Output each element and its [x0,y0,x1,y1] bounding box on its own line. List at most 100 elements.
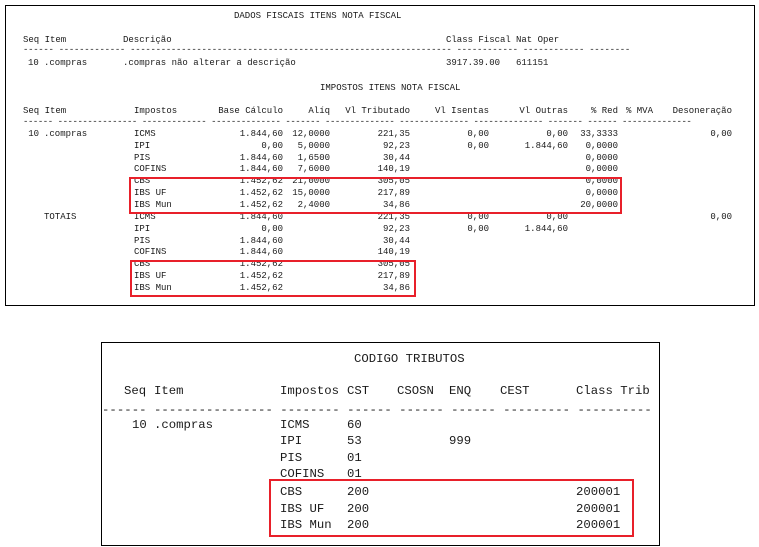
pct-red: 33,3333 [580,129,618,139]
pct-red: 0,0000 [585,152,618,163]
pct-red: 0,0000 [585,140,618,151]
tax-name: PIS [134,152,151,163]
codigo-title: CODIGO TRIBUTOS [354,352,465,366]
header-vl-isentas: Vl Isentas [434,106,489,116]
vl-tributado: 34,86 [382,199,410,210]
header-vl-outras: Vl Outras [519,106,568,116]
header-enq: ENQ [449,384,472,398]
vl-outras: 1.844,60 [524,140,568,151]
total-desoneracao: 0,00 [710,212,732,222]
total-base-calculo: 1.844,60 [239,235,283,246]
total-vl-isentas: 0,00 [467,223,489,234]
aliquota: 21,0000 [292,176,330,186]
total-tax-name: ICMS [134,212,156,222]
cst-code: 200 [347,517,370,532]
header-red: % Red [590,106,618,116]
base-calculo: 1.844,60 [239,129,283,139]
total-tax-name: IPI [134,223,151,234]
vl-tributado: 305,05 [377,176,410,186]
item-name: .compras [44,58,88,68]
header-item: Item [154,384,184,398]
codigo-seq: 10 [132,418,147,432]
header-seq-item: Seq Item [23,106,67,116]
aliquota: 2,4000 [297,199,330,210]
vl-tributado: 221,35 [377,129,410,139]
highlight-box-ibs-cbs-items [129,177,622,214]
vl-tributado: 140,19 [377,164,410,175]
total-vl-tributado: 140,19 [377,247,410,258]
aliquota: 12,0000 [292,129,330,139]
header-cst: CST [347,384,370,398]
header-nat-oper: Nat Oper [516,35,560,45]
header-vl-trib: Vl Tributado [345,106,410,116]
base-calculo: 1.452,62 [239,199,283,210]
header-seq-item: Seq Item [23,35,67,45]
header-class-trib: Class Trib [576,384,650,398]
header-seq: Seq [124,384,147,398]
header-descricao: Descrição [123,35,172,45]
codigo-item: .compras [154,418,214,432]
total-tax-name: CBS [134,259,151,269]
base-calculo: 1.452,62 [239,187,283,198]
aliquota: 7,6000 [297,164,330,175]
tax-name: IPI [280,434,303,449]
item-descricao: .compras não alterar a descrição [123,58,296,68]
total-vl-tributado: 217,89 [377,270,410,281]
base-calculo: 1.844,60 [239,152,283,163]
header-base: Base Cálculo [218,106,283,116]
tax-name: COFINS [280,466,325,481]
tax-name: IPI [134,140,151,151]
header-aliq: Alíq [308,106,330,116]
total-vl-isentas: 0,00 [467,212,489,222]
impostos-item: .compras [44,129,88,139]
class-trib-code: 200001 [576,517,621,532]
total-vl-tributado: 305,05 [377,259,410,269]
totais-label: TOTAIS [44,212,77,222]
header-deson: Desoneração [672,106,732,116]
item-class-fiscal: 3917.39.00 [446,58,501,68]
pct-red: 0,0000 [585,176,618,186]
enq-code: 999 [449,434,472,449]
total-vl-tributado: 92,23 [382,223,410,234]
tax-name: CBS [280,485,303,500]
tax-name: PIS [280,450,303,465]
cst-code: 01 [347,466,362,481]
desoneracao: 0,00 [710,129,732,139]
vl-tributado: 217,89 [377,187,410,198]
impostos-seq: 10 [28,129,39,139]
total-vl-tributado: 221,35 [377,212,410,222]
tax-name: IBS Mun [134,199,172,210]
header-impostos: Impostos [280,384,340,398]
tax-name: IBS Mun [280,517,332,532]
header-divider: ------ ------------- -------------------… [23,45,631,55]
tax-name: COFINS [134,164,167,175]
total-base-calculo: 1.452,62 [239,282,283,293]
codigo-tributos-panel: CODIGO TRIBUTOS Seq Item Impostos CST CSOSN E… [101,342,660,546]
aliquota: 15,0000 [292,187,330,198]
header-cest: CEST [500,384,530,398]
header-csosn: CSOSN [397,384,434,398]
total-base-calculo: 1.452,62 [239,270,283,281]
pct-red: 0,0000 [585,187,618,198]
cst-code: 200 [347,485,370,500]
header-class-fiscal: Class Fiscal [446,35,511,45]
cst-code: 53 [347,434,362,449]
cst-code: 60 [347,418,362,432]
tax-name: IBS UF [280,501,325,516]
fiscal-title: DADOS FISCAIS ITENS NOTA FISCAL [234,11,402,21]
base-calculo: 1.452,62 [239,176,283,186]
tax-name: IBS UF [134,187,167,198]
class-trib-code: 200001 [576,501,621,516]
class-trib-code: 200001 [576,485,621,500]
fiscal-report-panel: DADOS FISCAIS ITENS NOTA FISCAL Seq Item… [5,5,755,306]
highlight-box-codigo-ibs-cbs [269,479,634,537]
header-mva: % MVA [625,106,653,116]
aliquota: 1,6500 [297,152,330,163]
tax-name: ICMS [280,418,310,432]
base-calculo: 0,00 [261,140,283,151]
codigo-divider: ------ ---------------- -------- ------ … [102,403,652,417]
total-base-calculo: 1.844,60 [239,212,283,222]
pct-red: 0,0000 [585,164,618,175]
vl-outras: 0,00 [546,129,568,139]
total-vl-tributado: 34,86 [382,282,410,293]
